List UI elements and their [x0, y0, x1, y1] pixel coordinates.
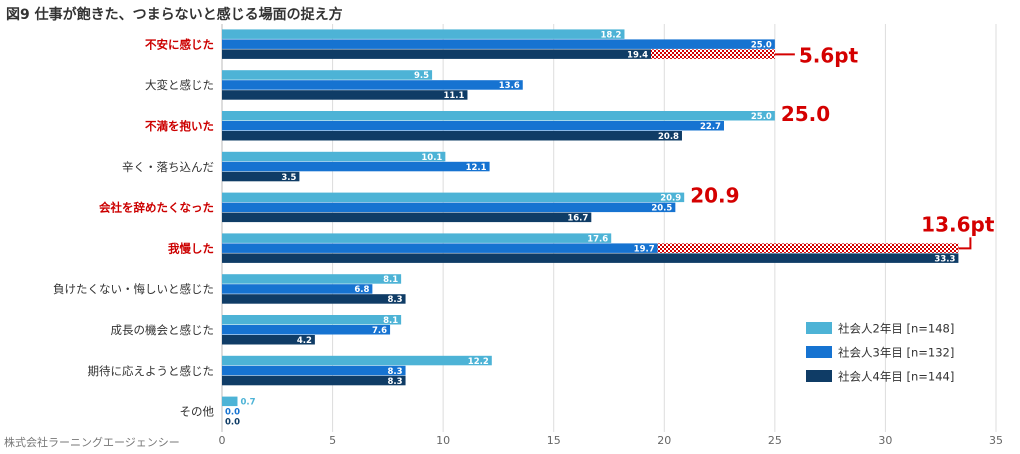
bar: [222, 49, 652, 59]
bar: [222, 171, 300, 182]
x-tick-label: 15: [547, 434, 561, 447]
category-label: 負けたくない・悔しいと感じた: [53, 282, 214, 296]
bar-value-label: 33.3: [934, 254, 955, 264]
bar: [222, 294, 406, 304]
bar: [222, 80, 523, 90]
category-label: 辛く・落ち込んだ: [122, 160, 214, 174]
bar-value-label: 19.4: [627, 50, 648, 60]
annotation-label: 13.6pt: [921, 212, 995, 236]
bar-value-label: 13.6: [499, 81, 520, 91]
legend-swatch: [806, 322, 832, 334]
gap-hatch: [651, 49, 775, 59]
chart-title: 図9 仕事が飽きた、つまらないと感じる場面の捉え方: [6, 7, 343, 23]
category-label: 我慢した: [168, 241, 214, 255]
bar-value-label: 18.2: [600, 30, 621, 40]
bar: [222, 253, 959, 263]
bar-value-label: 20.8: [658, 132, 679, 142]
bar: [222, 212, 592, 223]
category-label: 不満を抱いた: [145, 119, 214, 133]
bar-value-label: 8.3: [387, 377, 402, 387]
bar: [222, 90, 468, 100]
x-tick-label: 10: [436, 434, 450, 447]
x-tick-label: 0: [219, 434, 226, 447]
bar: [222, 325, 391, 335]
bar: [222, 202, 676, 213]
annotation-leader: [958, 237, 972, 250]
bar-value-label: 0.0: [225, 408, 240, 418]
bar: [222, 161, 490, 172]
bar: [222, 315, 402, 325]
bar: [222, 131, 682, 141]
bar: [222, 233, 612, 243]
annotation-label: 25.0: [781, 102, 830, 126]
bar-value-label: 12.1: [466, 163, 487, 173]
legend-label: 社会人4年目 [n=144]: [838, 370, 954, 384]
category-label: 期待に応えようと感じた: [88, 364, 215, 378]
bar-value-label: 10.1: [421, 153, 442, 163]
bar: [222, 375, 406, 386]
bar: [222, 39, 775, 49]
bar-value-label: 16.7: [567, 214, 588, 224]
bar-value-label: 17.6: [587, 234, 608, 244]
bar: [222, 70, 433, 80]
bar-value-label: 12.2: [468, 357, 489, 367]
bar: [222, 243, 658, 253]
bar: [222, 335, 315, 345]
bar-value-label: 8.3: [387, 367, 402, 377]
bar-value-label: 0.0: [225, 418, 240, 428]
bar-value-label: 8.3: [387, 295, 402, 305]
x-tick-label: 30: [878, 434, 892, 447]
x-tick-label: 35: [989, 434, 1003, 447]
x-tick-label: 20: [657, 434, 671, 447]
legend-label: 社会人3年目 [n=132]: [838, 346, 954, 360]
category-label: 会社を辞めたくなった: [98, 201, 214, 215]
x-tick-label: 5: [329, 434, 336, 447]
bar: [222, 121, 724, 131]
bar-value-label: 7.6: [372, 326, 387, 336]
bar-value-label: 0.7: [240, 398, 255, 408]
bar: [222, 365, 406, 376]
category-label: その他: [180, 405, 215, 419]
bar: [222, 111, 775, 121]
bar-value-label: 8.1: [383, 275, 398, 285]
bar: [222, 29, 625, 39]
bar-value-label: 3.5: [281, 173, 296, 183]
bar: [222, 396, 238, 407]
category-label: 大変と感じた: [145, 78, 214, 92]
x-tick-label: 25: [768, 434, 782, 447]
bar: [222, 284, 373, 294]
legend-label: 社会人2年目 [n=148]: [838, 322, 954, 336]
bar: [222, 355, 492, 366]
bar-value-label: 25.0: [751, 112, 772, 122]
legend-swatch: [806, 370, 832, 382]
bar: [222, 151, 446, 162]
bar-value-label: 8.1: [383, 316, 398, 326]
bar-value-label: 20.9: [660, 194, 681, 204]
bar-value-label: 9.5: [414, 71, 429, 81]
bar-value-label: 20.5: [651, 204, 672, 214]
bar-value-label: 4.2: [297, 336, 312, 346]
annotation-label: 20.9: [690, 184, 739, 208]
category-label: 成長の機会と感じた: [111, 323, 215, 337]
bar: [222, 274, 402, 284]
annotation-label: 5.6pt: [799, 43, 859, 67]
legend-swatch: [806, 346, 832, 358]
bar-value-label: 22.7: [700, 122, 721, 132]
source-credit: 株式会社ラーニングエージェンシー: [4, 436, 180, 449]
bar-value-label: 25.0: [751, 40, 772, 50]
bar-value-label: 11.1: [443, 91, 464, 101]
bar: [222, 192, 685, 203]
bar-value-label: 6.8: [354, 285, 369, 295]
bar-value-label: 19.7: [634, 244, 655, 254]
gap-hatch: [657, 243, 959, 253]
category-label: 不安に感じた: [145, 37, 214, 51]
